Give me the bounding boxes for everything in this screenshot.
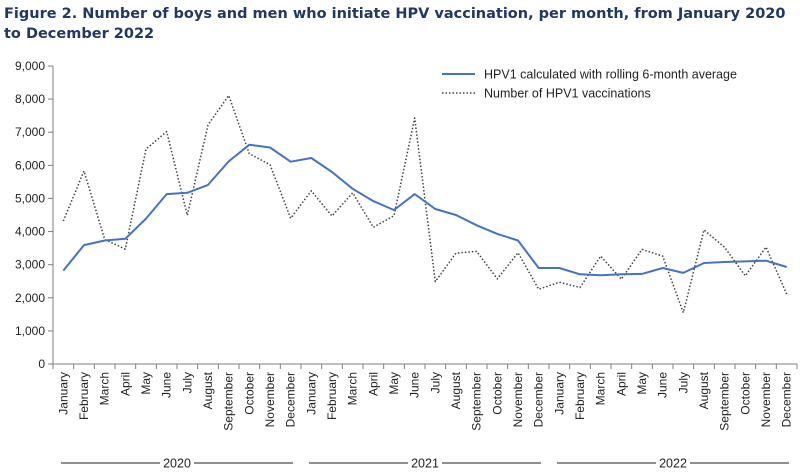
x-tick-label: July	[676, 372, 690, 393]
x-tick-label: August	[449, 371, 463, 409]
x-tick-label: April	[614, 372, 628, 396]
year-label: 2020	[163, 457, 191, 471]
x-tick-label: December	[532, 372, 546, 427]
y-tick-label: 8,000	[15, 92, 45, 106]
y-tick-label: 3,000	[15, 258, 45, 272]
y-tick-label: 0	[38, 357, 45, 371]
x-tick-label: November	[263, 372, 277, 427]
x-tick-label: November	[759, 372, 773, 427]
y-tick-label: 4,000	[15, 225, 45, 239]
x-tick-label: November	[511, 372, 525, 427]
legend: HPV1 calculated with rolling 6-month ave…	[442, 68, 737, 101]
x-tick-label: July	[428, 372, 442, 393]
x-tick-label: February	[573, 372, 587, 420]
x-tick-label: May	[635, 372, 649, 395]
x-tick-label: January	[304, 372, 318, 415]
x-tick-label: June	[160, 372, 174, 398]
legend-label: HPV1 calculated with rolling 6-month ave…	[484, 68, 737, 82]
x-tick-label: January	[56, 372, 70, 415]
x-tick-label: May	[139, 372, 153, 395]
x-tick-label: September	[470, 372, 484, 431]
x-tick-label: December	[284, 372, 298, 427]
x-tick-label: August	[201, 371, 215, 409]
x-tick-label: December	[780, 372, 794, 427]
x-tick-label: February	[77, 372, 91, 420]
x-tick-label: April	[118, 372, 132, 396]
x-tick-label: May	[387, 372, 401, 395]
axes: 0 1,000 2,000 3,000 4,000 5,000 6,000 7,000 8,00…	[15, 59, 798, 471]
x-tick-label: July	[180, 372, 194, 393]
y-tick-label: 5,000	[15, 191, 45, 205]
x-tick-label: September	[222, 372, 236, 431]
x-tick-label: June	[656, 372, 670, 398]
x-tick-label: June	[408, 372, 422, 398]
rolling-average-line	[62, 143, 787, 277]
vaccinations-line	[62, 94, 788, 314]
x-tick-label: April	[366, 372, 380, 396]
x-tick-label: March	[98, 372, 112, 405]
x-tick-label: February	[325, 372, 339, 420]
x-tick-label: January	[552, 372, 566, 415]
year-label: 2021	[411, 457, 439, 471]
chart-title: Figure 2. Number of boys and men who ini…	[4, 6, 786, 42]
y-tick-label: 6,000	[15, 158, 45, 172]
y-tick-label: 1,000	[15, 324, 45, 338]
x-tick-label: August	[697, 371, 711, 409]
series-layer	[62, 94, 788, 314]
x-tick-label: September	[718, 372, 732, 431]
x-tick-label: March	[594, 372, 608, 405]
x-tick-label: October	[738, 372, 752, 415]
x-tick-label: October	[490, 372, 504, 415]
legend-label: Number of HPV1 vaccinations	[484, 87, 651, 101]
x-tick-label: October	[242, 372, 256, 415]
y-tick-label: 2,000	[15, 291, 45, 305]
year-label: 2022	[659, 457, 687, 471]
y-tick-label: 7,000	[15, 125, 45, 139]
x-tick-label: March	[346, 372, 360, 405]
y-tick-label: 9,000	[15, 59, 45, 73]
